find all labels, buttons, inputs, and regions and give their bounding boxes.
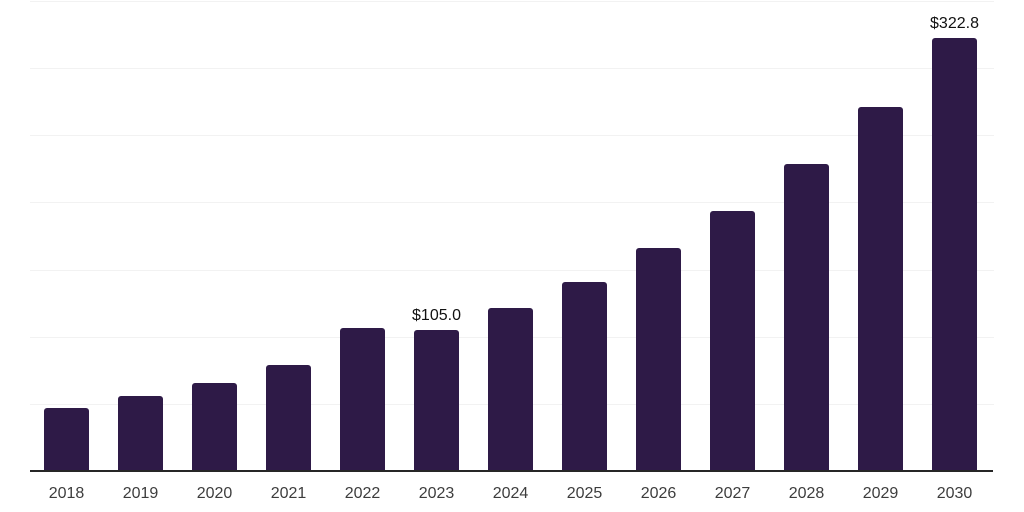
x-tick-2024: 2024 xyxy=(492,485,529,502)
bar-2024 xyxy=(488,307,533,471)
bar-2022 xyxy=(340,328,385,471)
x-tick-2021: 2021 xyxy=(270,485,307,502)
x-tick-2025: 2025 xyxy=(566,485,603,502)
data-label-2023: $105.0 xyxy=(412,307,461,324)
bar-2023 xyxy=(414,330,459,471)
bar-2029 xyxy=(858,107,903,471)
gridline-250 xyxy=(30,135,994,137)
x-axis-line xyxy=(30,470,993,472)
x-tick-2029: 2029 xyxy=(862,485,899,502)
bar-2019 xyxy=(118,395,163,471)
bar-2026 xyxy=(636,248,681,471)
gridline-350 xyxy=(30,1,994,2)
x-tick-2020: 2020 xyxy=(196,485,233,502)
bar-2025 xyxy=(562,281,607,471)
x-tick-2028: 2028 xyxy=(788,485,825,502)
x-tick-2023: 2023 xyxy=(418,485,455,502)
gridline-300 xyxy=(30,68,994,70)
x-tick-2027: 2027 xyxy=(714,485,751,502)
x-tick-2022: 2022 xyxy=(344,485,381,502)
gridline-200 xyxy=(30,202,994,204)
x-tick-2026: 2026 xyxy=(640,485,677,502)
bar-2027 xyxy=(710,211,755,471)
bar-2021 xyxy=(266,365,311,471)
x-tick-2019: 2019 xyxy=(122,485,159,502)
bar-2028 xyxy=(784,164,829,471)
bar-2020 xyxy=(192,383,237,471)
bar-2018 xyxy=(44,408,89,471)
gridline-150 xyxy=(30,269,994,271)
bar-2030 xyxy=(932,37,977,471)
data-label-2030: $322.8 xyxy=(930,14,979,32)
x-tick-2030: 2030 xyxy=(936,485,973,502)
x-tick-2018: 2018 xyxy=(48,485,85,502)
